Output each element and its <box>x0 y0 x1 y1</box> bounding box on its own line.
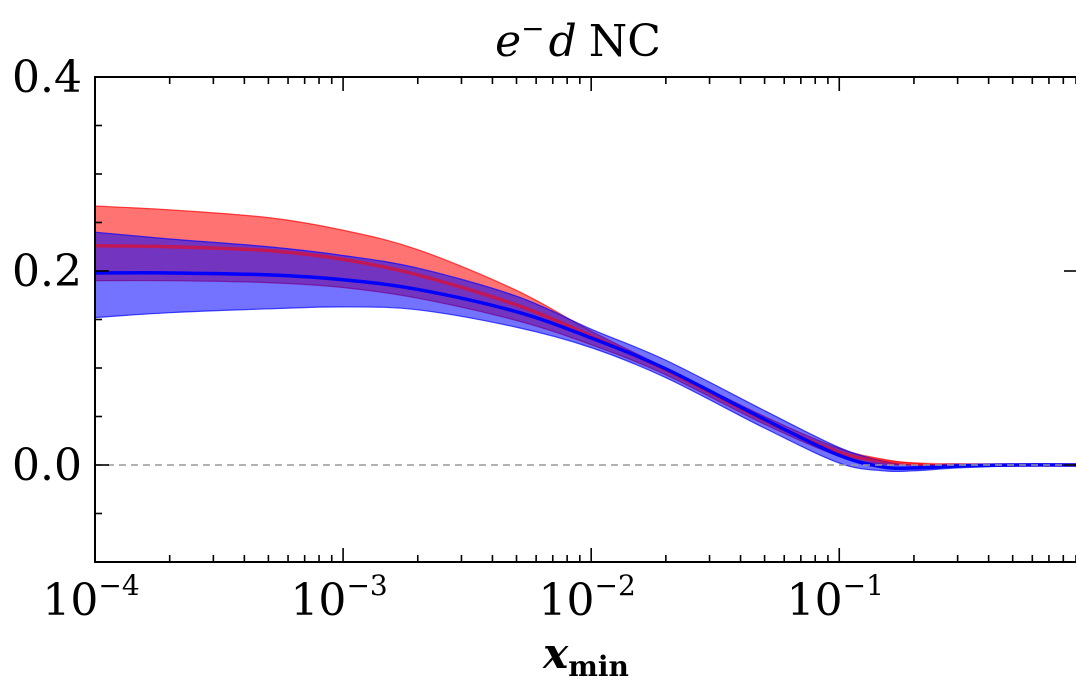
x-axis-label: xmin <box>542 629 629 683</box>
title-variable: d <box>549 16 577 67</box>
axis-ticks <box>94 76 1076 563</box>
uncertainty-bands <box>94 205 1076 473</box>
title-base: e <box>495 16 521 67</box>
x-tick-label: 10−1 <box>787 569 884 626</box>
x-tick-label: 10−3 <box>290 569 387 626</box>
tick-labels: 10−4 10−3 10−2 10−1 0.0 0.2 0.4 <box>12 52 884 626</box>
x-tick-label: 10−2 <box>539 569 636 626</box>
chart-title: e−d NC <box>495 12 661 67</box>
x-axis-label-main: x <box>542 629 569 678</box>
x-tick-label: 10−4 <box>42 569 139 626</box>
uncertainty-band-1 <box>94 231 1076 473</box>
y-tick-label: 0.2 <box>12 246 82 297</box>
y-tick-label: 0.4 <box>12 52 82 103</box>
plot-frame <box>94 76 1076 563</box>
x-axis-label-subscript: min <box>568 650 629 683</box>
title-rest: NC <box>589 16 661 67</box>
y-tick-label: 0.0 <box>12 440 82 491</box>
central-line-1 <box>94 271 1076 471</box>
title-superscript: − <box>521 12 544 45</box>
